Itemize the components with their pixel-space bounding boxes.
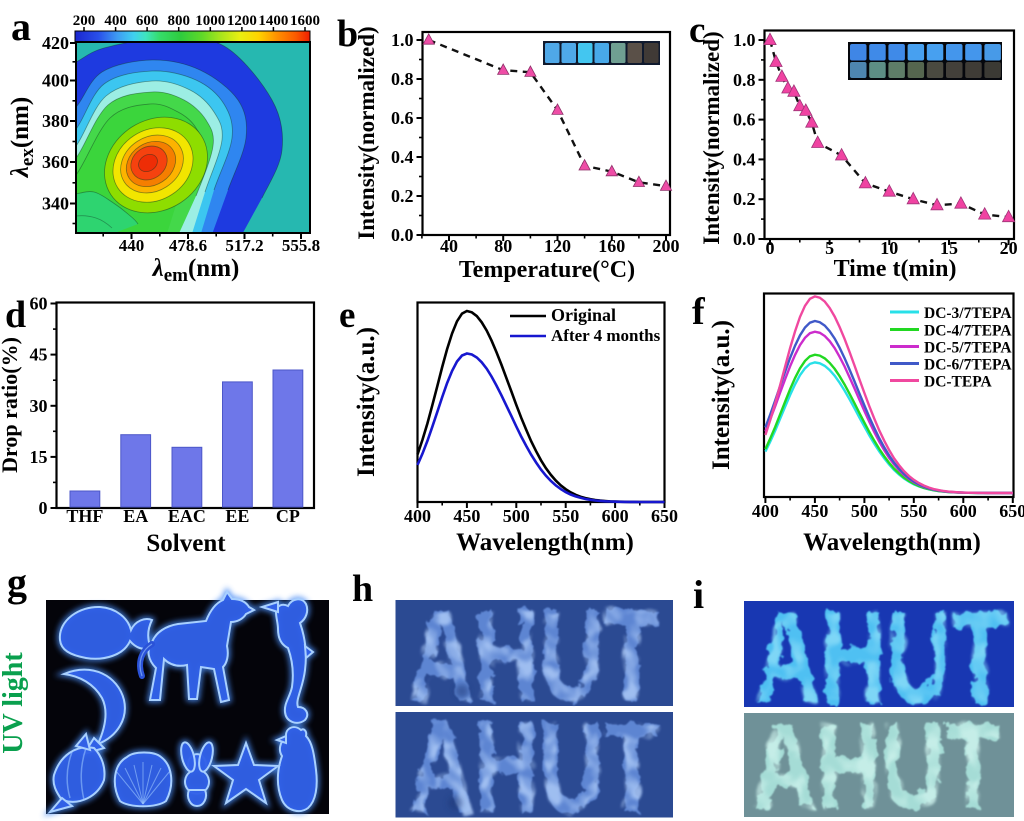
svg-text:555.8: 555.8 <box>282 236 320 255</box>
svg-text:Solvent: Solvent <box>146 530 226 557</box>
svg-text:DC-3/7TEPA: DC-3/7TEPA <box>924 305 1012 322</box>
svg-text:0.8: 0.8 <box>391 69 414 89</box>
svg-text:10: 10 <box>880 238 898 258</box>
svg-text:Intensity(normalized): Intensity(normalized) <box>699 31 724 244</box>
svg-text:Wavelength(nm): Wavelength(nm) <box>803 529 981 556</box>
svg-text:λex(nm): λex(nm) <box>7 97 38 178</box>
svg-text:650: 650 <box>651 506 678 526</box>
svg-text:1.0: 1.0 <box>391 30 414 50</box>
svg-text:0: 0 <box>766 238 775 258</box>
svg-text:600: 600 <box>950 501 977 521</box>
svg-text:40: 40 <box>440 236 458 256</box>
svg-text:g: g <box>7 560 27 605</box>
svg-text:CP: CP <box>276 506 300 526</box>
svg-text:Temperature(°C): Temperature(°C) <box>459 257 635 283</box>
svg-text:DC-5/7TEPA: DC-5/7TEPA <box>924 340 1012 357</box>
svg-text:0.6: 0.6 <box>733 110 756 130</box>
svg-text:500: 500 <box>503 506 530 526</box>
svg-text:AHUT: AHUT <box>409 582 659 728</box>
svg-text:After 4 months: After 4 months <box>551 326 661 345</box>
svg-text:440: 440 <box>119 236 145 255</box>
svg-text:Time t(min): Time t(min) <box>834 256 957 282</box>
svg-text:λem(nm): λem(nm) <box>152 255 240 286</box>
svg-text:0.6: 0.6 <box>391 108 414 128</box>
svg-text:EAC: EAC <box>168 506 206 526</box>
svg-text:1400: 1400 <box>258 13 288 29</box>
svg-text:1000: 1000 <box>195 13 225 29</box>
svg-text:THF: THF <box>66 506 103 526</box>
svg-text:Original: Original <box>551 305 616 325</box>
svg-text:478.6: 478.6 <box>169 236 207 255</box>
svg-text:30: 30 <box>30 396 48 416</box>
svg-text:a: a <box>11 4 31 49</box>
svg-text:450: 450 <box>801 501 828 521</box>
svg-text:UV light: UV light <box>0 652 29 754</box>
svg-text:Intensity(a.u.): Intensity(a.u.) <box>353 327 380 477</box>
svg-text:200: 200 <box>73 13 96 29</box>
svg-text:AHUT: AHUT <box>754 584 1008 730</box>
svg-text:15: 15 <box>940 238 958 258</box>
svg-text:600: 600 <box>602 506 629 526</box>
svg-text:550: 550 <box>552 506 579 526</box>
svg-text:5: 5 <box>825 238 834 258</box>
svg-text:60: 60 <box>30 294 48 314</box>
svg-text:360: 360 <box>42 152 69 172</box>
svg-text:Wavelength(nm): Wavelength(nm) <box>456 529 634 556</box>
svg-text:550: 550 <box>900 501 927 521</box>
svg-text:340: 340 <box>42 194 69 214</box>
svg-text:400: 400 <box>752 501 779 521</box>
svg-text:20: 20 <box>1000 238 1018 258</box>
svg-text:AHUT: AHUT <box>754 584 1008 730</box>
svg-text:d: d <box>5 294 26 336</box>
svg-text:AHUT: AHUT <box>752 698 1000 821</box>
svg-text:Drop ratio(%): Drop ratio(%) <box>0 337 22 473</box>
svg-text:0.2: 0.2 <box>391 186 414 206</box>
svg-text:45: 45 <box>30 345 48 365</box>
svg-text:h: h <box>352 568 373 610</box>
svg-text:420: 420 <box>42 33 69 53</box>
svg-text:DC-6/7TEPA: DC-6/7TEPA <box>924 357 1012 374</box>
svg-text:400: 400 <box>42 71 69 91</box>
svg-text:120: 120 <box>544 236 571 256</box>
svg-text:DC-TEPA: DC-TEPA <box>924 374 993 391</box>
svg-text:80: 80 <box>494 236 512 256</box>
svg-text:EE: EE <box>225 506 249 526</box>
svg-text:0: 0 <box>39 498 48 518</box>
svg-text:0.8: 0.8 <box>733 70 756 90</box>
svg-text:400: 400 <box>404 506 431 526</box>
svg-text:450: 450 <box>453 506 480 526</box>
svg-text:0.0: 0.0 <box>391 225 414 245</box>
svg-text:AHUT: AHUT <box>409 582 659 728</box>
svg-text:0.4: 0.4 <box>391 147 414 167</box>
svg-text:1.0: 1.0 <box>733 30 756 50</box>
svg-text:0.4: 0.4 <box>733 149 756 169</box>
svg-text:800: 800 <box>167 13 190 29</box>
svg-text:e: e <box>339 295 355 336</box>
svg-text:AHUT: AHUT <box>752 698 1000 821</box>
svg-text:c: c <box>689 10 705 51</box>
svg-text:f: f <box>692 291 706 333</box>
svg-text:600: 600 <box>136 13 159 29</box>
svg-text:400: 400 <box>104 13 127 29</box>
svg-text:Intensity(normalized): Intensity(normalized) <box>354 26 379 239</box>
svg-text:500: 500 <box>851 501 878 521</box>
svg-text:517.2: 517.2 <box>225 236 263 255</box>
svg-text:Intensity(a.u.): Intensity(a.u.) <box>708 320 735 470</box>
svg-text:DC-4/7TEPA: DC-4/7TEPA <box>924 323 1012 340</box>
svg-text:0.0: 0.0 <box>733 229 756 249</box>
svg-text:AHUT: AHUT <box>409 694 659 821</box>
svg-text:380: 380 <box>42 111 69 131</box>
svg-text:650: 650 <box>999 501 1024 521</box>
svg-text:15: 15 <box>30 447 48 467</box>
svg-text:1200: 1200 <box>227 13 257 29</box>
svg-text:EA: EA <box>123 506 148 526</box>
svg-text:1600: 1600 <box>290 13 320 29</box>
svg-text:b: b <box>337 13 358 55</box>
svg-text:0.2: 0.2 <box>733 189 756 209</box>
svg-text:i: i <box>693 572 704 617</box>
svg-text:160: 160 <box>598 236 625 256</box>
svg-text:200: 200 <box>653 236 680 256</box>
